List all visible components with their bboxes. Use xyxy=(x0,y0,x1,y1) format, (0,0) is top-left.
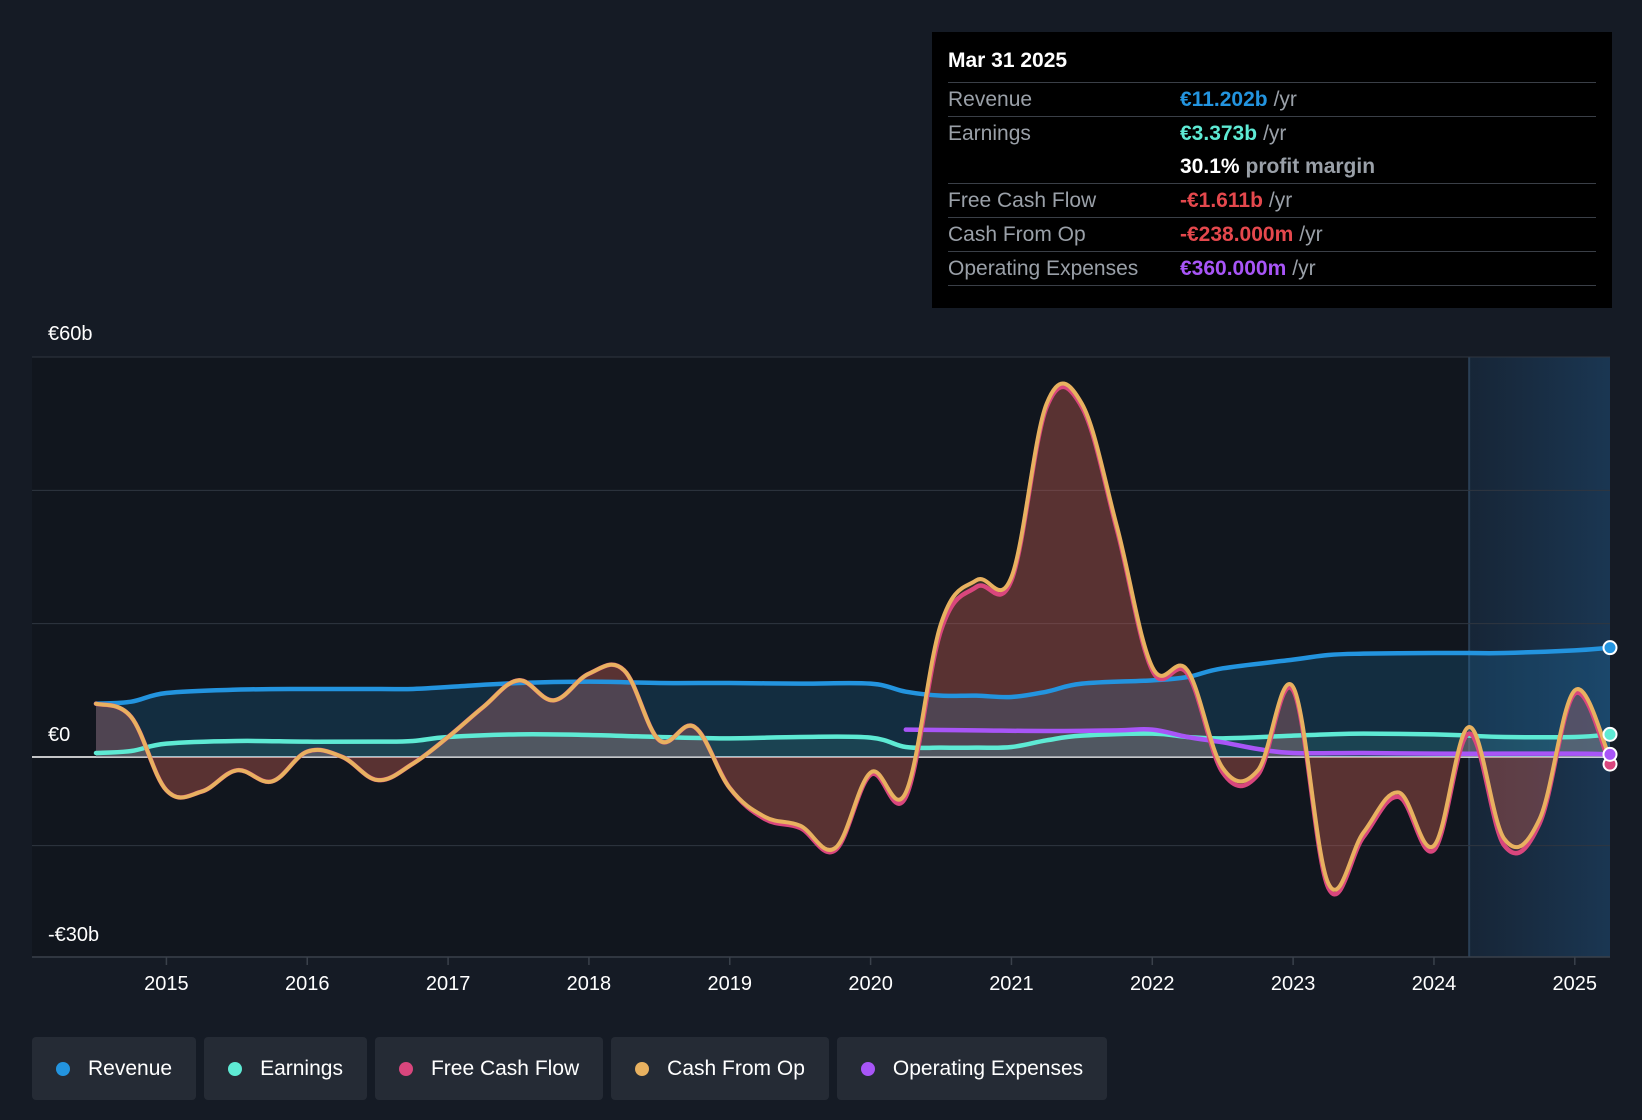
legend-item-earnings[interactable]: Earnings xyxy=(204,1037,367,1100)
tooltip-panel: Mar 31 2025 Revenue €11.202b /yr Earning… xyxy=(932,32,1612,308)
tooltip-label: Revenue xyxy=(948,87,1033,111)
tooltip-label: Operating Expenses xyxy=(948,256,1139,280)
earnings-end-marker xyxy=(1602,726,1618,742)
tooltip-unit: /yr xyxy=(1273,87,1297,111)
tooltip-date: Mar 31 2025 xyxy=(948,49,1068,72)
cash-from-op-line xyxy=(94,381,1612,892)
plot-background xyxy=(32,357,1610,957)
legend-label: Earnings xyxy=(260,1056,343,1080)
earnings-line xyxy=(93,731,1613,756)
legend-label: Free Cash Flow xyxy=(430,1056,580,1080)
legend: Revenue Earnings Free Cash Flow Cash Fro… xyxy=(32,1037,1115,1100)
legend-label: Cash From Op xyxy=(667,1056,805,1080)
forecast-region xyxy=(1469,357,1610,957)
tooltip-unit: profit margin xyxy=(1245,154,1376,178)
tooltip-label: Earnings xyxy=(948,121,1031,145)
tooltip-row-operating-expenses: Operating Expenses €360.000m /yr xyxy=(948,251,1596,286)
x-tick-label: 2022 xyxy=(1130,973,1175,995)
x-tick-label: 2020 xyxy=(848,973,893,995)
x-tick-label: 2024 xyxy=(1412,973,1457,995)
y-tick-label: €0 xyxy=(48,724,70,746)
operating-expenses-end-marker xyxy=(1602,746,1618,762)
free-cash-flow-area xyxy=(96,386,1610,895)
tooltip-unit: /yr xyxy=(1268,188,1293,212)
tooltip-value: €360.000m xyxy=(1180,256,1287,280)
tooltip-row-earnings: Earnings €3.373b /yr xyxy=(948,116,1596,150)
x-tick-label: 2015 xyxy=(144,973,189,995)
tooltip-row-free-cash-flow: Free Cash Flow -€1.611b /yr xyxy=(948,183,1596,217)
revenue-line xyxy=(93,645,1613,706)
legend-item-cash-from-op[interactable]: Cash From Op xyxy=(611,1037,829,1100)
tooltip-value: -€238.000m xyxy=(1180,222,1294,246)
legend-item-free-cash-flow[interactable]: Free Cash Flow xyxy=(374,1037,604,1100)
tooltip-value: €11.202b xyxy=(1180,87,1268,111)
revenue-dot-icon xyxy=(56,1061,70,1076)
legend-item-operating-expenses[interactable]: Operating Expenses xyxy=(836,1037,1108,1100)
x-tick-label: 2017 xyxy=(426,973,471,995)
tooltip-value: 30.1% xyxy=(1180,154,1240,178)
operating-expenses-line xyxy=(903,726,1613,757)
x-tick-label: 2025 xyxy=(1553,973,1598,995)
tooltip-value: -€1.611b xyxy=(1180,188,1263,212)
revenue-area xyxy=(96,647,1610,757)
x-tick-label: 2016 xyxy=(285,973,330,995)
free-cash-flow-dot-icon xyxy=(398,1061,413,1076)
tooltip-unit: /yr xyxy=(1299,222,1323,246)
y-tick-label: -€30b xyxy=(48,924,99,946)
cash-from-op-dot-icon xyxy=(635,1061,650,1076)
tooltip-label: Free Cash Flow xyxy=(948,188,1097,212)
legend-label: Operating Expenses xyxy=(892,1056,1084,1080)
x-tick-label: 2018 xyxy=(567,973,612,995)
operating-expenses-dot-icon xyxy=(860,1061,875,1076)
revenue-end-marker xyxy=(1602,640,1618,656)
legend-item-revenue[interactable]: Revenue xyxy=(32,1037,197,1100)
tooltip-label: Cash From Op xyxy=(948,222,1086,246)
tooltip-row-cash-from-op: Cash From Op -€238.000m /yr xyxy=(948,217,1596,251)
x-tick-label: 2021 xyxy=(989,973,1034,995)
tooltip-row-revenue: Revenue €11.202b /yr xyxy=(948,82,1596,116)
cash-from-op-area xyxy=(96,383,1610,890)
tooltip-unit: /yr xyxy=(1292,256,1316,280)
x-tick-label: 2019 xyxy=(708,973,753,995)
legend-label: Revenue xyxy=(88,1056,173,1080)
x-tick-label: 2023 xyxy=(1271,973,1316,995)
tooltip-unit: /yr xyxy=(1263,121,1287,145)
tooltip-value: €3.373b xyxy=(1180,121,1258,145)
y-tick-label: €60b xyxy=(48,323,93,345)
earnings-dot-icon xyxy=(228,1061,243,1076)
tooltip-row-margin: 30.1% profit margin xyxy=(948,150,1596,183)
